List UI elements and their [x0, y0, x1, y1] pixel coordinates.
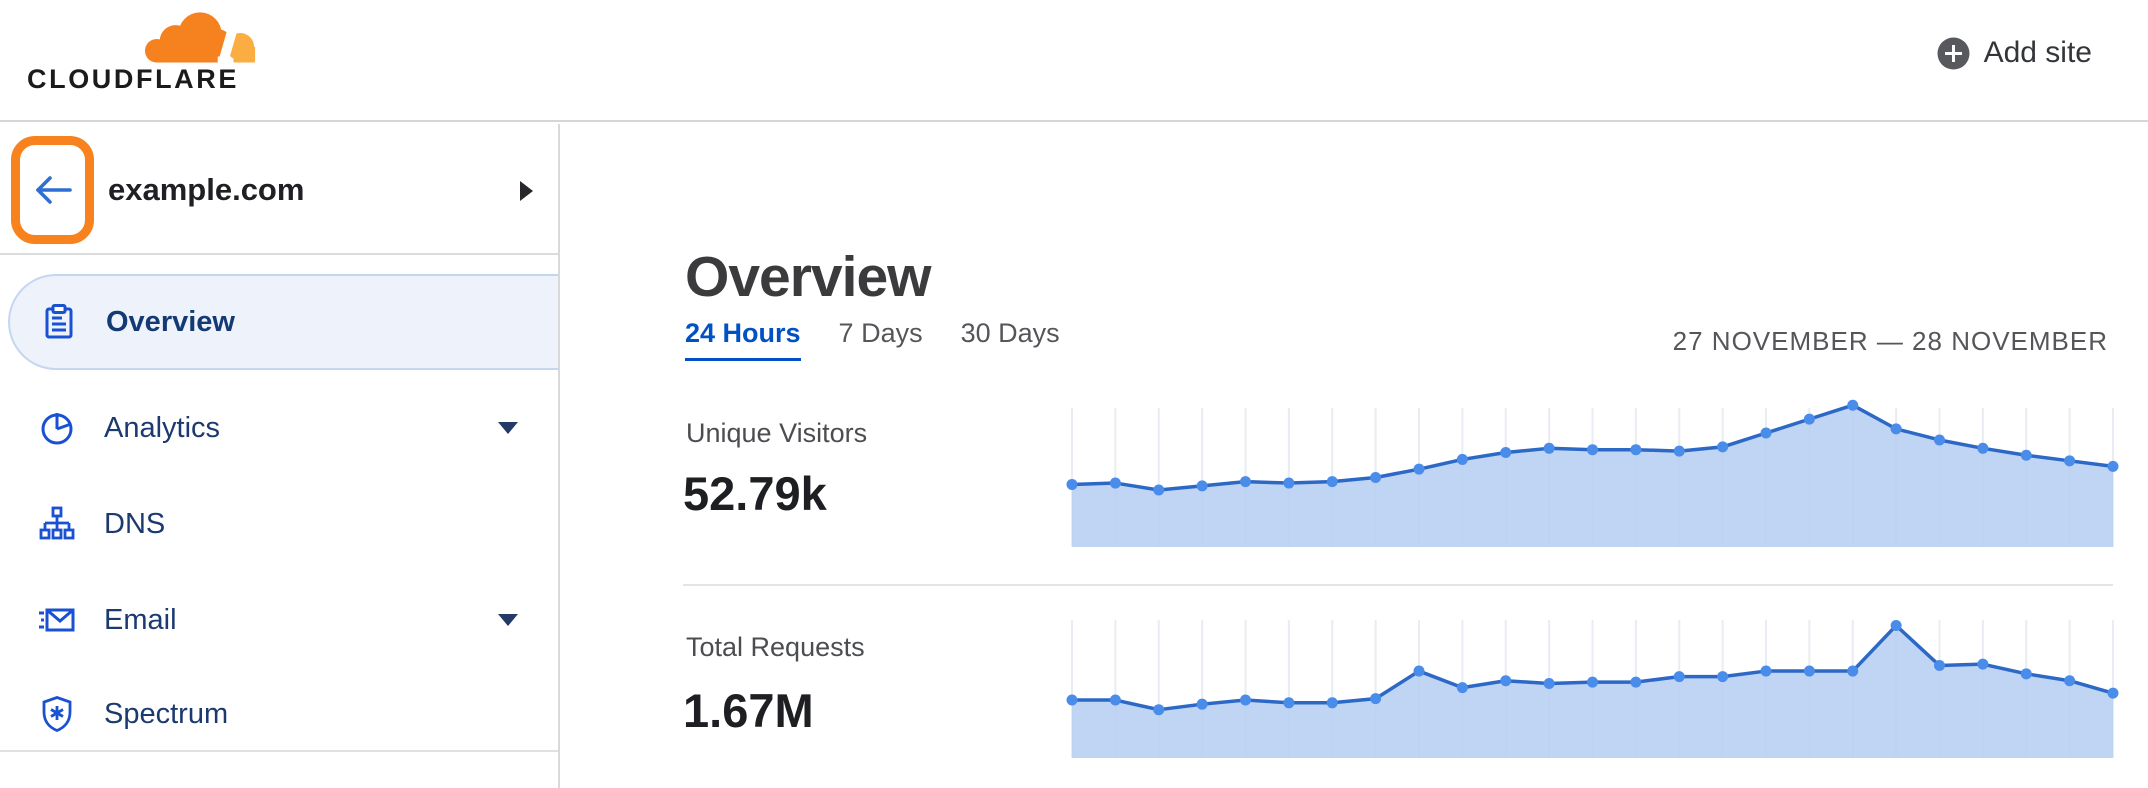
sidebar-item-email[interactable]: Email	[0, 572, 558, 668]
back-button[interactable]	[20, 145, 85, 235]
cloudflare-wordmark: CLOUDFLARE	[27, 64, 239, 94]
tab-30-days[interactable]: 30 Days	[960, 318, 1060, 348]
add-site-label: Add site	[1983, 36, 2092, 69]
date-range-label: 27 NOVEMBER — 28 NOVEMBER	[1672, 326, 2108, 356]
sidebar: example.com Overview Analytics	[0, 124, 560, 788]
clipboard-icon	[45, 304, 73, 339]
sidebar-item-dns[interactable]: DNS	[0, 476, 558, 572]
sidebar-item-label: DNS	[104, 507, 166, 540]
unique-visitors-chart[interactable]	[1066, 399, 2119, 547]
top-header: CLOUDFLARE Add site	[0, 0, 2148, 122]
total-requests-label: Total Requests	[686, 632, 865, 662]
email-icon	[39, 608, 75, 632]
site-name[interactable]: example.com	[108, 171, 305, 207]
sidebar-item-label: Overview	[106, 305, 235, 338]
sidebar-divider	[0, 750, 558, 752]
cloud-dark-body	[144, 12, 232, 63]
total-requests-chart[interactable]	[1066, 620, 2119, 758]
unique-visitors-label: Unique Visitors	[686, 418, 868, 448]
sidebar-item-label: Analytics	[104, 411, 221, 444]
dns-tree-icon	[39, 506, 75, 540]
add-site-button[interactable]: Add site	[1937, 36, 2092, 70]
shield-icon	[42, 696, 72, 733]
sidebar-item-spectrum[interactable]: Spectrum	[0, 666, 558, 762]
cloudflare-cloud-icon	[144, 12, 256, 63]
pie-chart-icon	[41, 413, 73, 445]
cloudflare-logo[interactable]: CLOUDFLARE	[27, 4, 262, 116]
back-arrow-icon	[35, 176, 72, 204]
sidebar-item-label: Spectrum	[104, 697, 229, 730]
site-selector-row: example.com	[0, 124, 558, 255]
chevron-down-icon[interactable]	[498, 614, 518, 626]
chevron-down-icon[interactable]	[498, 422, 518, 434]
sidebar-item-label: Email	[104, 603, 177, 636]
time-range-tabs: 24 Hours 7 Days 30 Days	[685, 318, 1060, 361]
tab-7-days[interactable]: 7 Days	[838, 318, 923, 348]
cloud-white-slash	[215, 13, 242, 63]
annotation-highlight-box	[11, 136, 94, 244]
total-requests-value: 1.67M	[683, 684, 814, 737]
unique-visitors-value: 52.79k	[683, 467, 827, 520]
tab-24-hours[interactable]: 24 Hours	[685, 318, 801, 361]
row-divider	[683, 584, 2113, 586]
chevron-right-icon[interactable]	[520, 181, 533, 201]
sidebar-item-analytics[interactable]: Analytics	[0, 380, 558, 476]
page-title: Overview	[685, 245, 931, 310]
sidebar-item-overview[interactable]: Overview	[8, 274, 558, 370]
plus-circle-icon	[1937, 37, 1970, 69]
